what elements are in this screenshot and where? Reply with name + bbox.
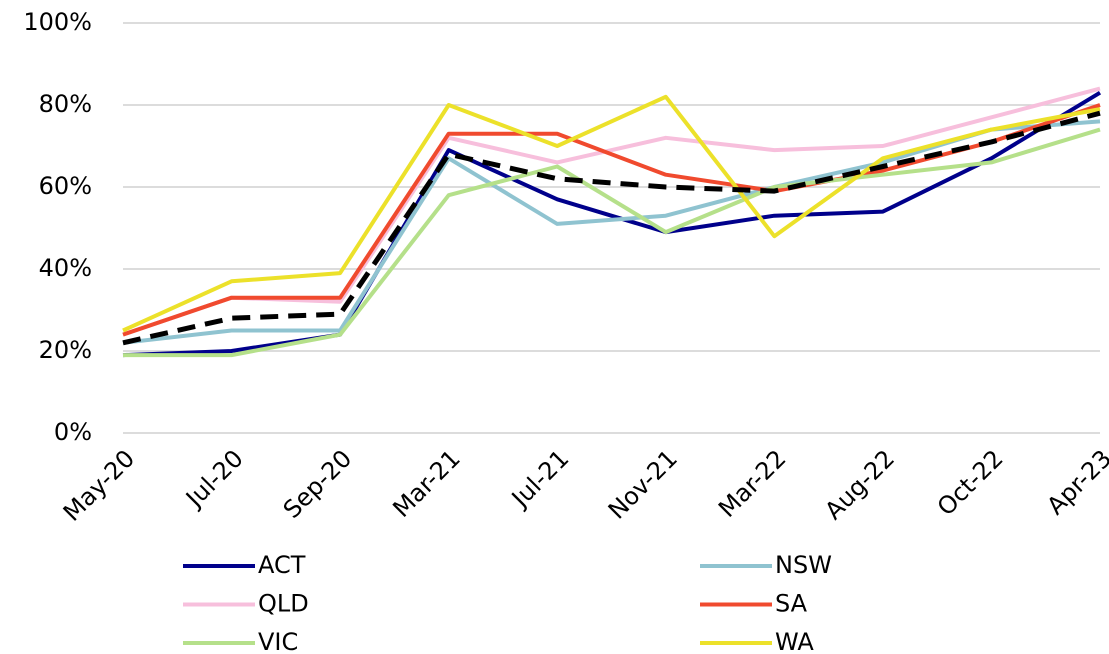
y-tick-label: 20% [39,336,92,364]
x-tick-label: Oct-22 [932,444,1009,521]
y-tick-label: 80% [39,90,92,118]
x-tick-label: Apr-23 [1041,444,1109,520]
legend-label: QLD [258,590,309,618]
x-tick-label: May-20 [58,444,140,526]
y-tick-label: 100% [23,8,92,36]
x-tick-label: Sep-20 [278,444,358,524]
x-tick-label: Jul-20 [179,444,248,513]
series-line [122,110,1101,346]
series-line [122,94,1101,333]
series-line [122,86,1101,337]
legend-label: VIC [258,628,298,654]
legend-label: SA [775,590,808,618]
series-line [122,90,1102,358]
legend-label: ACT [258,551,306,579]
y-tick-label: 60% [39,172,92,200]
series-line [123,127,1101,358]
x-tick-label: Mar-22 [713,444,791,522]
x-tick-label: Aug-22 [819,444,900,525]
x-tick-label: Nov-21 [603,444,683,524]
y-tick-label: 0% [54,418,92,446]
x-tick-label: Mar-21 [387,444,465,522]
legend-label: WA [775,628,814,654]
legend-label: NSW [775,551,832,579]
x-tick-label: Jul-21 [505,444,574,513]
y-tick-label: 40% [39,254,92,282]
